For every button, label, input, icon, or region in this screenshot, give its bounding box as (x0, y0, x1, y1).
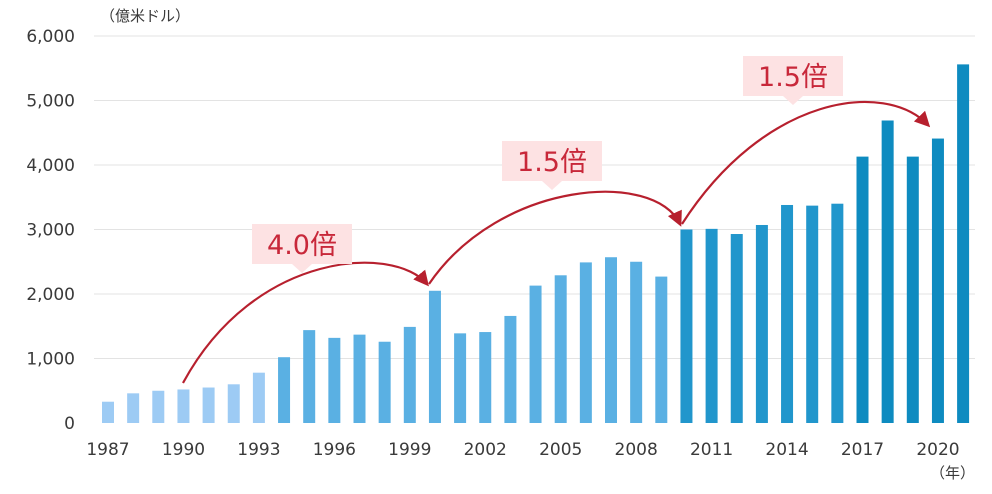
bar-2000 (428, 290, 441, 423)
bar-2010 (680, 229, 693, 423)
bar-2017 (856, 156, 869, 424)
bar-1993 (252, 372, 265, 423)
bar-1995 (303, 330, 316, 423)
bar-2003 (504, 315, 517, 423)
callout-box (502, 141, 602, 190)
x-axis-unit-label: （年） (930, 464, 975, 482)
growth-callout-3: 1.5倍 (743, 56, 843, 105)
bar-2015 (806, 205, 819, 423)
bar-1987 (102, 401, 114, 423)
y-tick-label: 4,000 (26, 156, 75, 176)
growth-arrow-3 (681, 100, 931, 225)
bar-2020 (931, 138, 944, 423)
bar-2008 (630, 261, 643, 423)
bar-1992 (227, 384, 240, 423)
bar-2002 (479, 332, 492, 423)
y-tick-label: 6,000 (26, 27, 75, 47)
growth-callouts: 4.0倍 1.5倍 1.5倍 (252, 56, 843, 273)
bar-2007 (605, 257, 617, 423)
growth-arrow-2 (428, 190, 682, 285)
x-tick-label: 1987 (86, 440, 129, 460)
y-tick-label: 1,000 (26, 350, 75, 370)
x-tick-label: 2002 (464, 440, 507, 460)
bar-2004 (529, 285, 542, 423)
bar-1988 (127, 393, 140, 423)
callout-box (743, 56, 843, 105)
bar-1999 (403, 326, 416, 423)
x-tick-label: 1993 (237, 440, 280, 460)
bar-2013 (755, 224, 768, 423)
bar-2009 (655, 276, 668, 423)
growth-arrows (182, 100, 931, 384)
bar-2019 (906, 156, 919, 424)
bar-1998 (378, 341, 391, 423)
bar-2018 (881, 120, 894, 424)
x-tick-label: 2017 (841, 440, 884, 460)
callout-box (252, 224, 352, 273)
bar-2016 (831, 203, 844, 423)
x-axis-ticks: 1987 1990 1993 1996 1999 2002 2005 2008 2011 2014… (86, 440, 959, 460)
x-tick-label: 2020 (916, 440, 959, 460)
bar-2014 (781, 204, 794, 423)
x-tick-label: 1990 (162, 440, 205, 460)
bar-2006 (579, 262, 592, 423)
bars (102, 64, 970, 424)
x-tick-label: 2008 (615, 440, 658, 460)
bar-1997 (353, 334, 366, 423)
bar-1996 (328, 337, 341, 423)
bar-2011 (705, 228, 718, 423)
gridlines (94, 35, 975, 359)
x-tick-label: 1999 (388, 440, 431, 460)
bar-1989 (152, 390, 165, 423)
x-tick-label: 2014 (765, 440, 808, 460)
y-axis-unit-label: （億米ドル） (100, 7, 190, 25)
callout-label: 4.0倍 (267, 230, 337, 261)
x-tick-label: 2011 (690, 440, 733, 460)
y-tick-label: 3,000 (26, 221, 75, 241)
growth-callout-2: 1.5倍 (502, 141, 602, 190)
y-tick-label: 2,000 (26, 285, 75, 305)
x-tick-label: 1996 (313, 440, 356, 460)
bar-2021 (957, 64, 970, 423)
y-tick-label: 5,000 (26, 92, 75, 112)
callout-label: 1.5倍 (517, 147, 587, 178)
growth-arrow-1 (182, 261, 429, 384)
bar-2012 (730, 234, 743, 423)
growth-callout-1: 4.0倍 (252, 224, 352, 273)
bar-1994 (278, 357, 291, 423)
bar-1991 (202, 387, 215, 423)
bar-2001 (454, 333, 467, 423)
y-tick-label: 0 (64, 414, 75, 434)
bar-1990 (177, 389, 190, 423)
callout-label: 1.5倍 (758, 62, 828, 93)
bar-2005 (554, 275, 567, 423)
y-axis-ticks: 0 1,000 2,000 3,000 4,000 5,000 6,000 (26, 27, 75, 434)
x-tick-label: 2005 (539, 440, 582, 460)
